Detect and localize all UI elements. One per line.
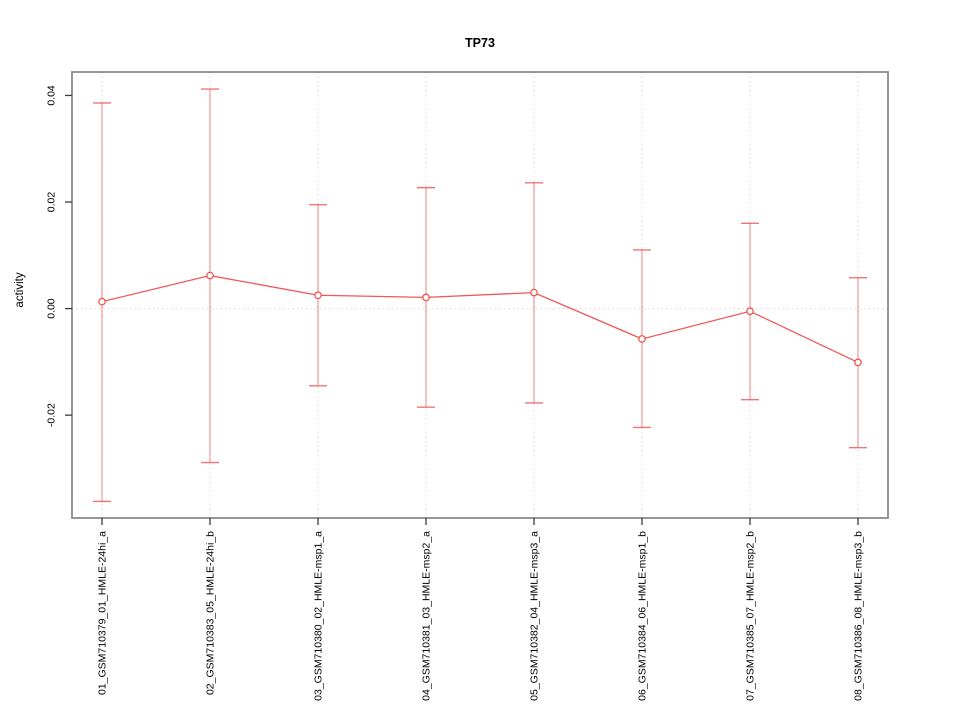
x-tick-label: 03_GSM710380_02_HMLE-msp1_a: [312, 531, 324, 701]
y-tick-label: 0.00: [45, 298, 57, 319]
x-tick-label: 02_GSM710383_05_HMLE-24hi_b: [204, 531, 216, 695]
x-tick-label: 06_GSM710384_06_HMLE-msp1_b: [636, 531, 648, 701]
data-point: [746, 307, 754, 316]
data-point: [422, 293, 430, 302]
x-tick-label: 05_GSM710382_04_HMLE-msp3_a: [528, 531, 540, 701]
x-tick-label: 04_GSM710381_03_HMLE-msp2_a: [420, 531, 432, 701]
x-tick-label: 01_GSM710379_01_HMLE-24hi_a: [96, 531, 108, 695]
data-point: [530, 288, 538, 297]
data-point: [314, 291, 322, 300]
x-tick-label: 08_GSM710386_08_HMLE-msp3_b: [852, 531, 864, 701]
data-point: [638, 335, 646, 343]
data-point: [206, 271, 214, 280]
data-point: [854, 358, 862, 367]
data-point: [98, 297, 106, 306]
plot-body: -0.02 0.00 0.02 0.04 01_GSM710379_01_HMLE-24…: [45, 71, 889, 701]
y-tick-label: -0.02: [45, 403, 57, 427]
y-axis-label: activity: [14, 272, 26, 307]
y-tick-label: 0.04: [45, 85, 57, 106]
plot-frame: [71, 71, 889, 519]
chart-title: TP73: [465, 36, 495, 50]
y-tick-label: 0.02: [45, 192, 57, 213]
x-tick-label: 07_GSM710385_07_HMLE-msp2_b: [744, 531, 756, 701]
series-line: [101, 274, 859, 363]
